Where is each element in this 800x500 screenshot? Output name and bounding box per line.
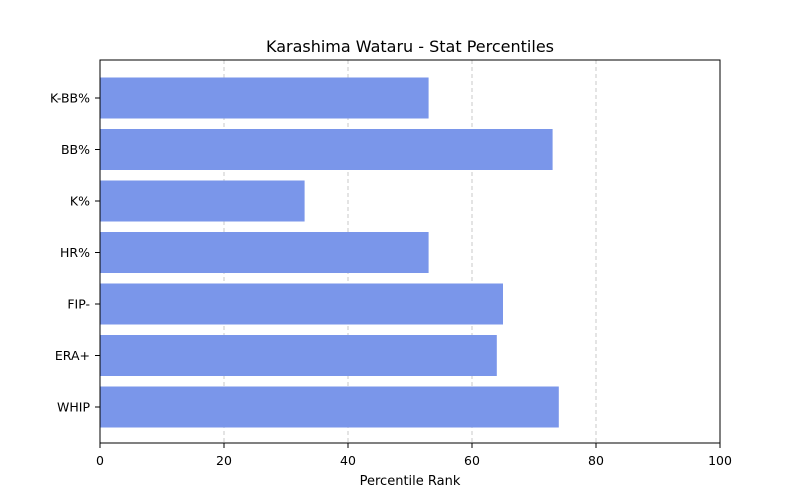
y-tick-label: BB% [61, 142, 90, 157]
x-axis-label: Percentile Rank [360, 474, 461, 489]
bar [100, 180, 305, 222]
bar [100, 283, 503, 325]
y-tick-label: K-BB% [50, 91, 90, 106]
bar [100, 77, 429, 119]
y-tick-label: WHIP [57, 400, 90, 415]
x-tick-label: 60 [464, 453, 480, 468]
bar [100, 129, 553, 170]
bar [100, 232, 429, 273]
x-tick-label: 80 [588, 453, 604, 468]
y-tick-label: HR% [60, 245, 90, 260]
y-tick-label: K% [70, 194, 90, 209]
bars [100, 77, 559, 428]
x-tick-label: 40 [340, 453, 356, 468]
bar [100, 386, 559, 428]
y-tick-label: ERA+ [55, 348, 90, 363]
bar [100, 335, 497, 376]
y-tick-label: FIP- [67, 297, 90, 312]
x-tick-label: 0 [96, 453, 104, 468]
plot-frame [99, 59, 721, 444]
x-tick-label: 20 [216, 453, 232, 468]
y-axis-ticks: K-BB% BB% K% HR% FIP- ERA+ WHIP [50, 91, 100, 415]
chart-title: Karashima Wataru - Stat Percentiles [266, 37, 554, 56]
x-axis-ticks: 0 20 40 60 80 100 [96, 443, 732, 468]
x-tick-label: 100 [708, 453, 732, 468]
